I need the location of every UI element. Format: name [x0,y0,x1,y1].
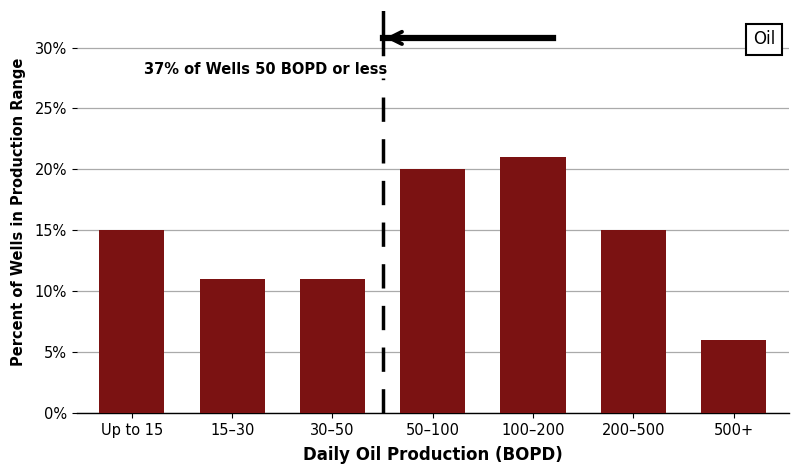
Bar [601,230,666,413]
Bar [501,157,566,413]
Bar [99,230,165,413]
Text: 37% of Wells 50 BOPD or less: 37% of Wells 50 BOPD or less [144,62,387,77]
Bar [701,340,766,413]
Bar [199,279,265,413]
Bar [300,279,365,413]
Bar [400,170,466,413]
Y-axis label: Percent of Wells in Production Range: Percent of Wells in Production Range [11,58,26,366]
Text: Oil: Oil [753,30,775,48]
X-axis label: Daily Oil Production (BOPD): Daily Oil Production (BOPD) [303,446,562,464]
